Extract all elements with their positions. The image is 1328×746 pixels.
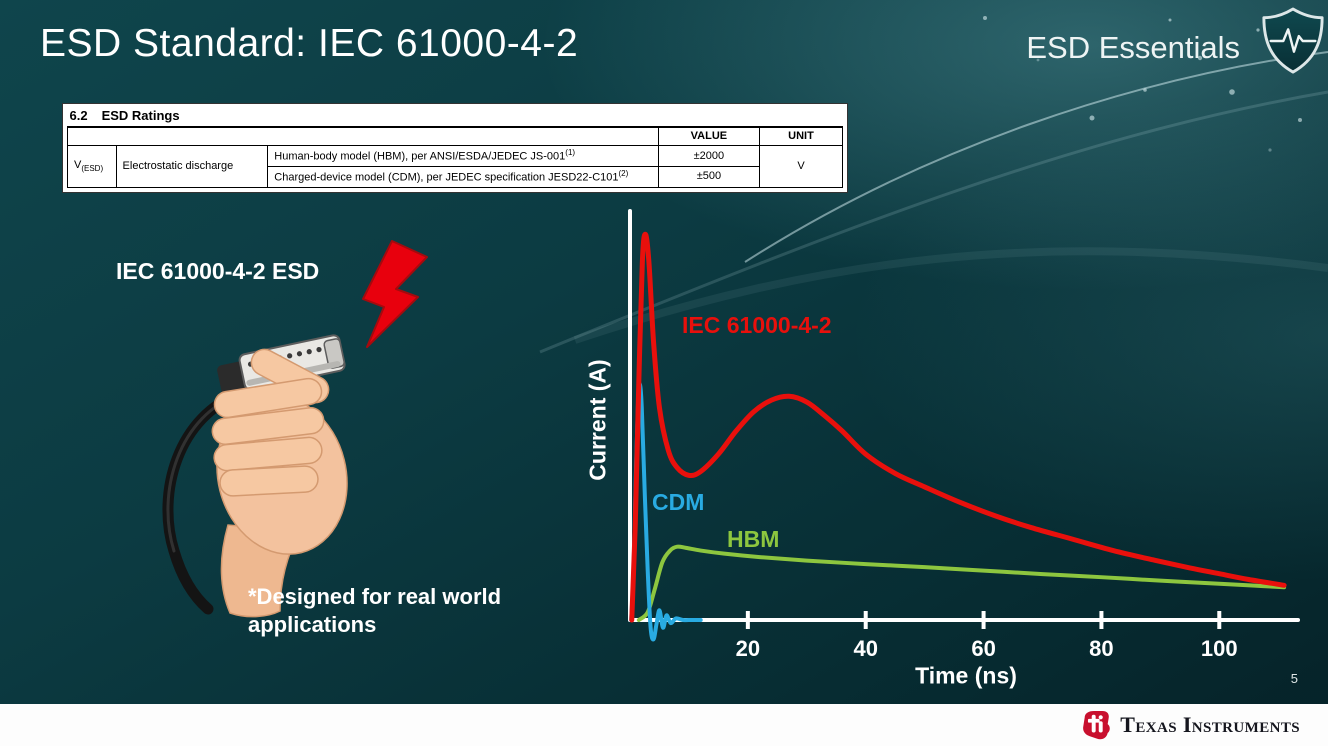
table-header-row: VALUE UNIT	[67, 126, 844, 147]
hbm-description-cell: Human-body model (HBM), per ANSI/ESDA/JE…	[267, 145, 659, 167]
slide-title: ESD Standard: IEC 61000-4-2	[40, 22, 579, 65]
param-symbol-cell: V(ESD)	[67, 145, 117, 188]
table-row: Charged-device model (CDM), per JEDEC sp…	[68, 165, 843, 188]
fingers	[211, 377, 325, 497]
page-number: 5	[1290, 671, 1298, 686]
unit-cell: V	[758, 145, 844, 188]
col-header-value: VALUE	[657, 126, 760, 147]
brand-title: ESD Essentials	[1026, 30, 1240, 65]
hand-hdmi-illustration	[162, 240, 428, 618]
ti-logo-icon	[1083, 710, 1111, 740]
series-label-iec: IEC 61000-4-2	[682, 312, 832, 338]
y-axis-label: Current (A)	[584, 359, 611, 481]
esd-ratings-table: 6.2 ESD Ratings VALUE UNIT V(ESD) Electro…	[62, 103, 848, 193]
lightning-bolt-icon	[362, 240, 428, 348]
esd-waveform-chart: 20 40 60 80 100	[628, 209, 1300, 661]
section-title: ESD Ratings	[101, 108, 180, 123]
svg-text:100: 100	[1201, 636, 1238, 661]
table-row: V(ESD) Electrostatic discharge Human-bod…	[67, 145, 844, 188]
footer-bar: Texas Instruments	[0, 704, 1328, 746]
hbm-value-cell: ±2000	[657, 145, 760, 167]
cdm-value-cell: ±500	[657, 165, 760, 188]
series-label-cdm: CDM	[652, 489, 705, 515]
esd-shield-icon	[1262, 7, 1324, 74]
section-number: 6.2	[69, 108, 88, 123]
illustration-label: IEC 61000-4-2 ESD	[116, 258, 320, 284]
ti-logo-text: Texas Instruments	[1120, 712, 1300, 737]
x-axis-label: Time (ns)	[915, 662, 1017, 689]
svg-text:20: 20	[736, 636, 760, 661]
cdm-description-cell: Charged-device model (CDM), per JEDEC sp…	[267, 165, 659, 188]
series-label-hbm: HBM	[727, 526, 780, 552]
svg-text:80: 80	[1089, 636, 1113, 661]
svg-text:40: 40	[853, 636, 877, 661]
footnote: *Designed for real world applications	[248, 584, 502, 637]
svg-text:60: 60	[971, 636, 995, 661]
col-header-unit: UNIT	[758, 126, 844, 147]
param-name-cell: Electrostatic discharge	[115, 145, 269, 188]
table-section-header: 6.2 ESD Ratings	[67, 106, 843, 129]
heartbeat-pulse-icon	[1269, 28, 1317, 53]
